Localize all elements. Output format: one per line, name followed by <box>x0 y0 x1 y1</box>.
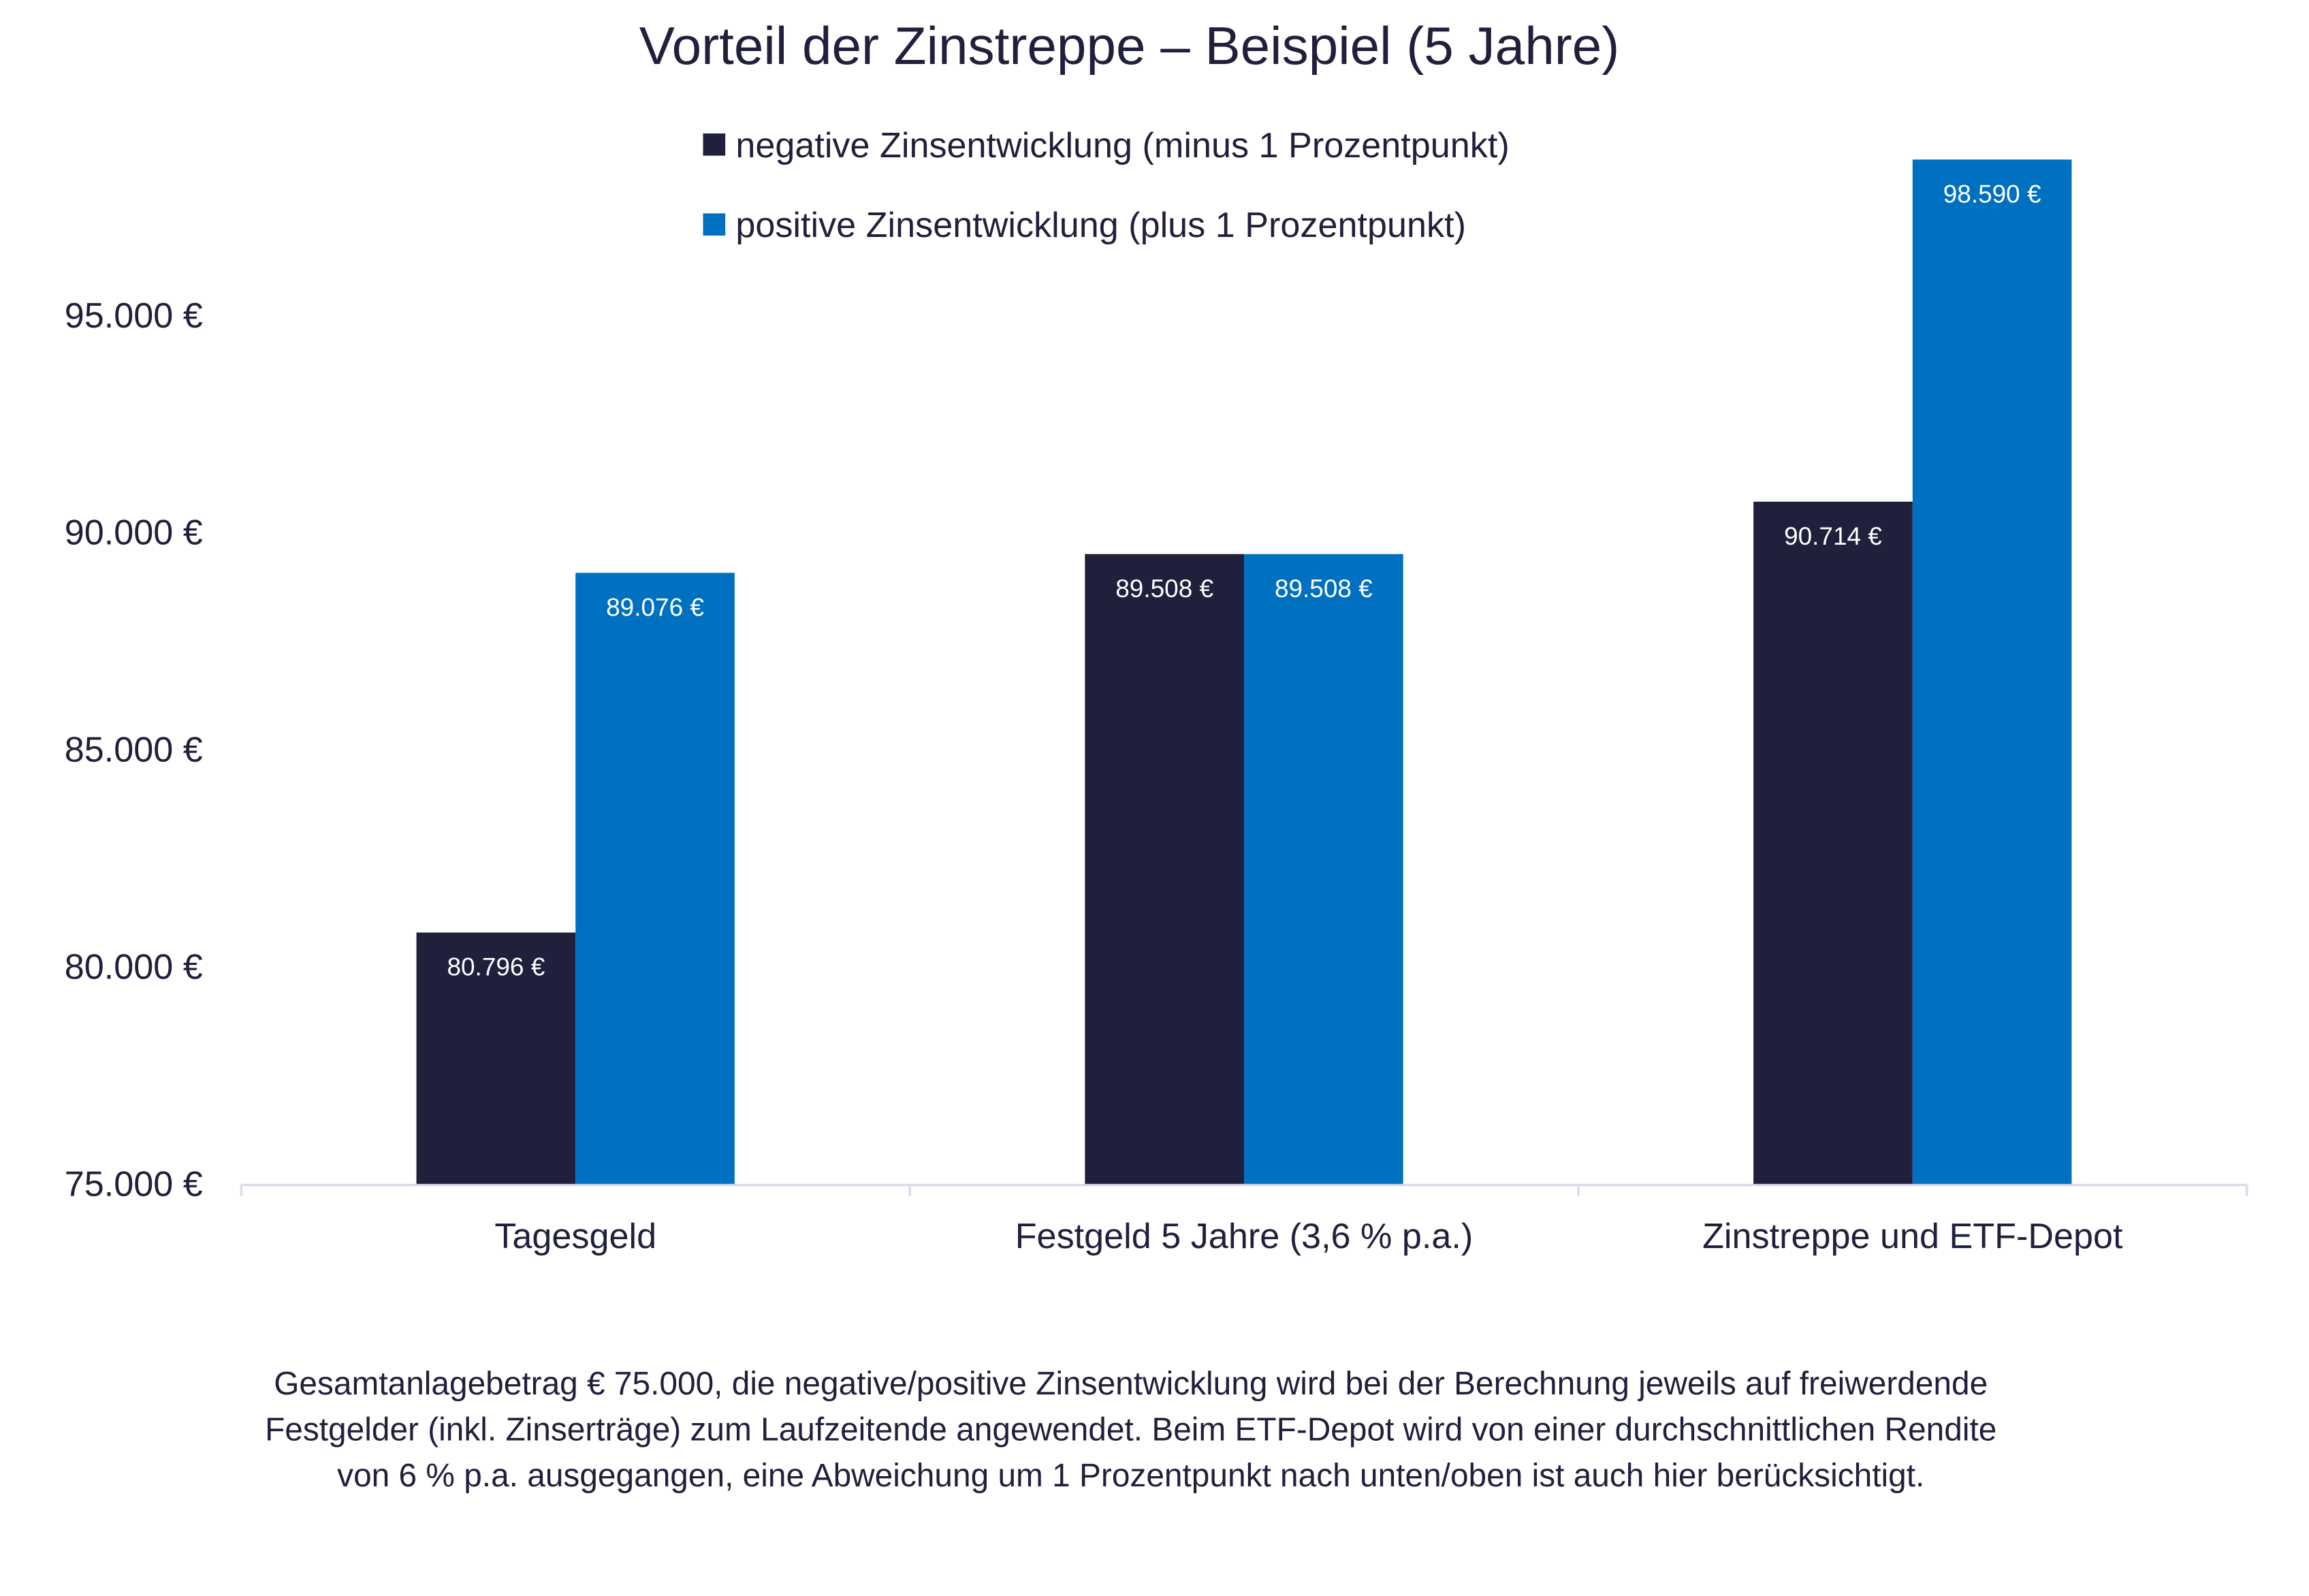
y-tick-label: 90.000 € <box>65 513 203 553</box>
legend-swatch-negative <box>703 133 726 156</box>
x-category-label: Tagesgeld <box>494 1217 656 1256</box>
footnote: Gesamtanlagebetrag € 75.000, die negativ… <box>265 1366 1996 1494</box>
x-axis: Tagesgeld Festgeld 5 Jahre (3,6 % p.a.) Zi… <box>240 1183 2248 1256</box>
bar-positive <box>1244 554 1403 1185</box>
footnote-line-1: Gesamtanlagebetrag € 75.000, die negativ… <box>274 1366 1988 1402</box>
data-label: 89.508 € <box>1115 575 1213 603</box>
footnote-line-3: von 6 % p.a. ausgegangen, eine Abweichun… <box>337 1458 1924 1494</box>
chart-title: Vorteil der Zinstreppe – Beispiel (5 Jah… <box>639 16 1620 76</box>
y-tick-label: 95.000 € <box>65 296 203 336</box>
x-category-label: Festgeld 5 Jahre (3,6 % p.a.) <box>1015 1217 1474 1256</box>
bar-positive <box>575 573 735 1185</box>
bar-negative <box>416 932 576 1185</box>
legend-swatch-positive <box>703 213 726 236</box>
y-tick-label: 75.000 € <box>65 1165 203 1204</box>
bar-negative <box>1085 554 1245 1185</box>
y-tick-label: 85.000 € <box>65 731 203 770</box>
data-label: 89.076 € <box>606 593 704 621</box>
data-label: 90.714 € <box>1784 522 1882 550</box>
y-tick-label: 80.000 € <box>65 948 203 987</box>
bar-positive <box>1912 159 2072 1185</box>
data-label: 80.796 € <box>447 953 545 981</box>
bars: 80.796 € 89.076 € 89.508 € 89.508 € 90.714 €… <box>416 159 2072 1185</box>
data-label: 89.508 € <box>1275 575 1373 603</box>
bar-negative <box>1753 501 1913 1185</box>
legend-label-negative: negative Zinsentwicklung (minus 1 Prozen… <box>735 126 1509 165</box>
legend-label-positive: positive Zinsentwicklung (plus 1 Prozent… <box>735 206 1466 245</box>
footnote-line-2: Festgelder (inkl. Zinserträge) zum Laufz… <box>265 1411 1996 1448</box>
x-category-label: Zinstreppe und ETF-Depot <box>1702 1217 2123 1256</box>
data-label: 98.590 € <box>1943 180 2041 208</box>
legend: negative Zinsentwicklung (minus 1 Prozen… <box>703 126 1510 245</box>
y-axis: 75.000 € 80.000 € 85.000 € 90.000 € 95.000 € <box>65 296 203 1204</box>
